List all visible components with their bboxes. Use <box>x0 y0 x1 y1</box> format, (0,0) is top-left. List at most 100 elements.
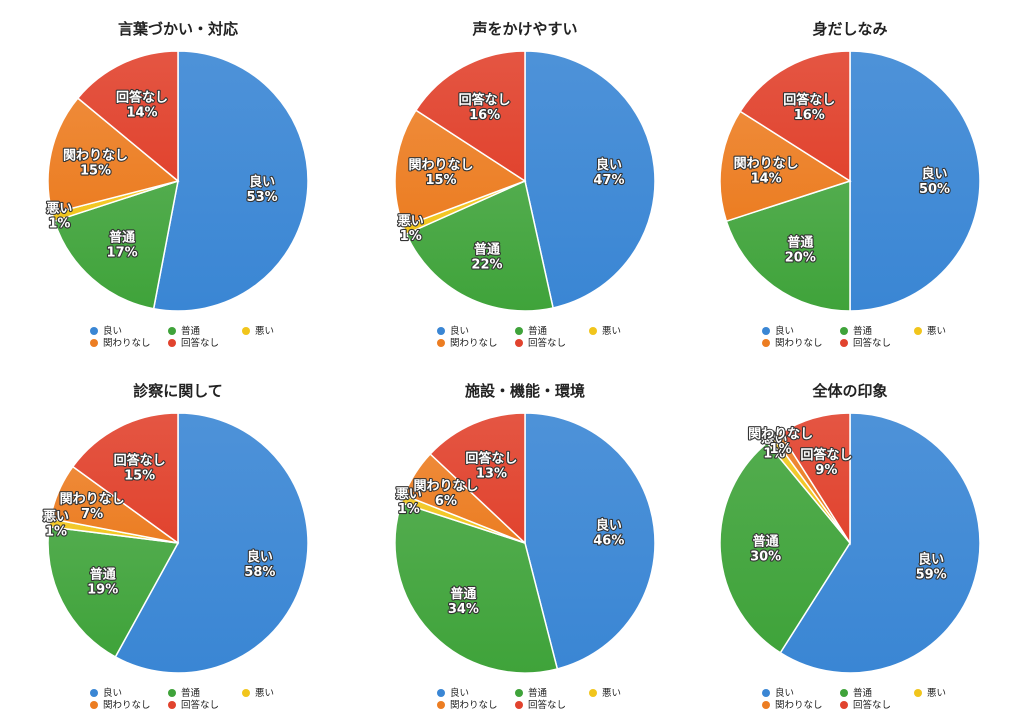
legend-item-unrelated: 関わりなし <box>437 700 498 712</box>
pie-slice-normal <box>47 525 180 658</box>
pie-slice-no_answer <box>414 50 526 183</box>
slice-category-label: 悪い <box>398 214 424 229</box>
slice-value-label: 1% <box>398 502 420 517</box>
slice-category-label: 関わりなし <box>63 149 128 164</box>
legend-label: 普通 <box>181 326 201 337</box>
legend-item-no_answer: 回答なし <box>515 338 566 350</box>
legend-item-unrelated: 関わりなし <box>90 338 151 350</box>
slice-category-label: 普通 <box>450 586 476 602</box>
legend-item-bad: 悪い <box>589 326 621 338</box>
slice-category-label: 回答なし <box>459 92 511 108</box>
legend-swatch-icon <box>242 326 250 335</box>
legend-swatch-icon <box>168 688 176 697</box>
slice-value-label: 19% <box>87 582 118 597</box>
slice-value-label: 30% <box>750 549 781 564</box>
legend-label: 良い <box>103 688 123 699</box>
slice-value-label: 46% <box>593 533 624 548</box>
legend-label: 普通 <box>181 688 201 699</box>
legend-label: 普通 <box>528 326 548 337</box>
slice-value-label: 17% <box>107 245 138 260</box>
slice-value-label: 53% <box>247 190 278 205</box>
legend-label: 普通 <box>853 326 873 337</box>
legend-label: 良い <box>450 326 470 337</box>
legend-label: 普通 <box>528 688 548 699</box>
legend-item-normal: 普通 <box>168 688 200 700</box>
legend-label: 普通 <box>853 688 873 699</box>
legend-label: 関わりなし <box>103 338 151 349</box>
legend-label: 関わりなし <box>775 700 823 711</box>
chart-title: 声をかけやすい <box>472 20 578 38</box>
chart-title: 施設・機能・環境 <box>464 382 585 400</box>
legend-swatch-icon <box>762 688 770 697</box>
legend-item-normal: 普通 <box>168 326 200 338</box>
legend-swatch-icon <box>168 326 176 335</box>
legend-swatch-icon <box>90 688 98 697</box>
slice-category-label: 関わりなし <box>748 427 813 442</box>
legend-item-no_answer: 回答なし <box>515 700 566 712</box>
slice-value-label: 22% <box>471 257 502 272</box>
pie-slice-good <box>524 50 656 309</box>
slice-category-label: 回答なし <box>116 90 168 106</box>
pie-slice-no_answer <box>76 50 179 183</box>
slice-category-label: 普通 <box>109 229 135 245</box>
legend-swatch-icon <box>515 338 523 347</box>
pie-slice-no_answer <box>71 412 179 545</box>
chart-panel-2: 声をかけやすい 良い 47% 普通 22% 悪い 1% 関わりなし 15% 回答なし 16% 良い… <box>355 0 695 362</box>
legend-item-good: 良い <box>437 688 469 700</box>
legend-item-good: 良い <box>437 326 469 338</box>
slice-value-label: 1% <box>400 229 422 244</box>
legend-swatch-icon <box>90 326 98 335</box>
legend-item-bad: 悪い <box>242 688 274 700</box>
legend-label: 関わりなし <box>450 700 498 711</box>
slice-value-label: 1% <box>770 442 792 457</box>
slice-value-label: 58% <box>244 565 275 580</box>
pie-slice-good <box>114 412 309 674</box>
legend-label: 悪い <box>255 688 275 699</box>
legend-label: 良い <box>450 688 470 699</box>
legend-swatch-icon <box>762 326 770 335</box>
slice-category-label: 関わりなし <box>408 158 473 173</box>
legend-item-unrelated: 関わりなし <box>90 700 151 712</box>
legend-swatch-icon <box>762 700 770 709</box>
legend-item-unrelated: 関わりなし <box>762 700 823 712</box>
pie-slice-normal <box>394 501 559 674</box>
legend-label: 良い <box>775 326 795 337</box>
legend-item-normal: 普通 <box>515 688 547 700</box>
legend-swatch-icon <box>90 338 98 347</box>
chart-panel-4: 診察に関して 良い 58% 普通 19% 悪い 1% 関わりなし 7% 回答なし 15% 良い 普通… <box>8 362 348 724</box>
slice-category-label: 良い <box>921 166 947 182</box>
pie-slice-good <box>779 412 981 674</box>
legend-item-normal: 普通 <box>840 326 872 338</box>
slice-category-label: 良い <box>918 552 944 568</box>
legend-label: 回答なし <box>528 338 567 349</box>
legend-swatch-icon <box>589 326 597 335</box>
chart-panel-1: 言葉づかい・対応 良い 53% 普通 17% 悪い 1% 関わりなし 15% 回答なし 14% 良… <box>8 0 348 362</box>
legend-label: 良い <box>103 326 123 337</box>
legend-swatch-icon <box>242 688 250 697</box>
slice-value-label: 6% <box>435 494 457 509</box>
legend-item-bad: 悪い <box>589 688 621 700</box>
legend-swatch-icon <box>168 338 176 347</box>
legend-label: 良い <box>775 688 795 699</box>
slice-value-label: 7% <box>81 507 103 522</box>
slice-category-label: 普通 <box>90 566 116 582</box>
legend-item-good: 良い <box>762 326 794 338</box>
slice-value-label: 1% <box>48 216 70 231</box>
slice-value-label: 15% <box>124 469 155 484</box>
slice-category-label: 回答なし <box>800 447 852 463</box>
slice-category-label: 悪い <box>46 201 72 216</box>
slice-value-label: 14% <box>751 171 782 186</box>
